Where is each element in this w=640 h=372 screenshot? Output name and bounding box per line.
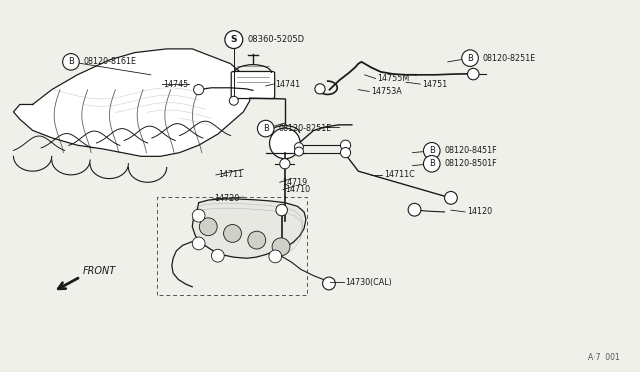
Ellipse shape — [276, 204, 287, 216]
Text: A·7  001: A·7 001 — [588, 353, 620, 362]
Text: 14719: 14719 — [282, 178, 307, 187]
Text: 08120-8251E: 08120-8251E — [483, 54, 536, 62]
Text: 14120: 14120 — [467, 208, 492, 217]
Ellipse shape — [424, 142, 440, 159]
Text: FRONT: FRONT — [83, 266, 116, 276]
Ellipse shape — [225, 31, 243, 48]
Ellipse shape — [424, 155, 440, 172]
FancyBboxPatch shape — [231, 71, 275, 99]
Text: B: B — [68, 57, 74, 66]
Ellipse shape — [269, 250, 282, 263]
Ellipse shape — [280, 159, 290, 169]
Ellipse shape — [462, 50, 478, 67]
Text: 08120-8251E: 08120-8251E — [278, 124, 332, 133]
Ellipse shape — [315, 84, 325, 94]
Ellipse shape — [340, 148, 351, 158]
Ellipse shape — [229, 96, 238, 105]
Ellipse shape — [340, 140, 351, 150]
Ellipse shape — [269, 128, 300, 159]
Ellipse shape — [63, 54, 79, 70]
Ellipse shape — [257, 120, 274, 137]
Text: 14710: 14710 — [285, 185, 310, 194]
Text: 08120-8451F: 08120-8451F — [445, 146, 497, 155]
Text: 14711: 14711 — [218, 170, 243, 179]
Ellipse shape — [199, 218, 217, 236]
Text: B: B — [429, 159, 435, 168]
Text: 14755M: 14755M — [378, 74, 410, 83]
Ellipse shape — [193, 84, 204, 95]
Ellipse shape — [192, 237, 205, 250]
Polygon shape — [192, 199, 306, 258]
Text: 14745: 14745 — [164, 80, 189, 89]
Ellipse shape — [223, 225, 241, 243]
Ellipse shape — [445, 192, 458, 204]
Ellipse shape — [211, 249, 224, 262]
Text: 08120-8161E: 08120-8161E — [84, 57, 137, 66]
Ellipse shape — [467, 68, 479, 80]
Text: B: B — [429, 146, 435, 155]
Text: 14720: 14720 — [214, 195, 240, 203]
Text: 14741: 14741 — [275, 80, 300, 89]
Polygon shape — [13, 49, 250, 156]
Ellipse shape — [323, 277, 335, 290]
Ellipse shape — [192, 209, 205, 222]
Ellipse shape — [408, 203, 421, 216]
Text: B: B — [263, 124, 269, 133]
Text: 14730(CAL): 14730(CAL) — [346, 278, 392, 287]
Text: 08360-5205D: 08360-5205D — [248, 35, 305, 44]
Ellipse shape — [294, 147, 303, 156]
Text: 14711C: 14711C — [384, 170, 415, 179]
Ellipse shape — [272, 238, 290, 256]
Text: B: B — [467, 54, 473, 62]
Text: 14751: 14751 — [422, 80, 447, 89]
Ellipse shape — [248, 231, 266, 249]
Text: 08120-8501F: 08120-8501F — [445, 159, 497, 168]
Text: S: S — [230, 35, 237, 44]
Ellipse shape — [294, 142, 303, 151]
Text: 14753A: 14753A — [371, 87, 402, 96]
